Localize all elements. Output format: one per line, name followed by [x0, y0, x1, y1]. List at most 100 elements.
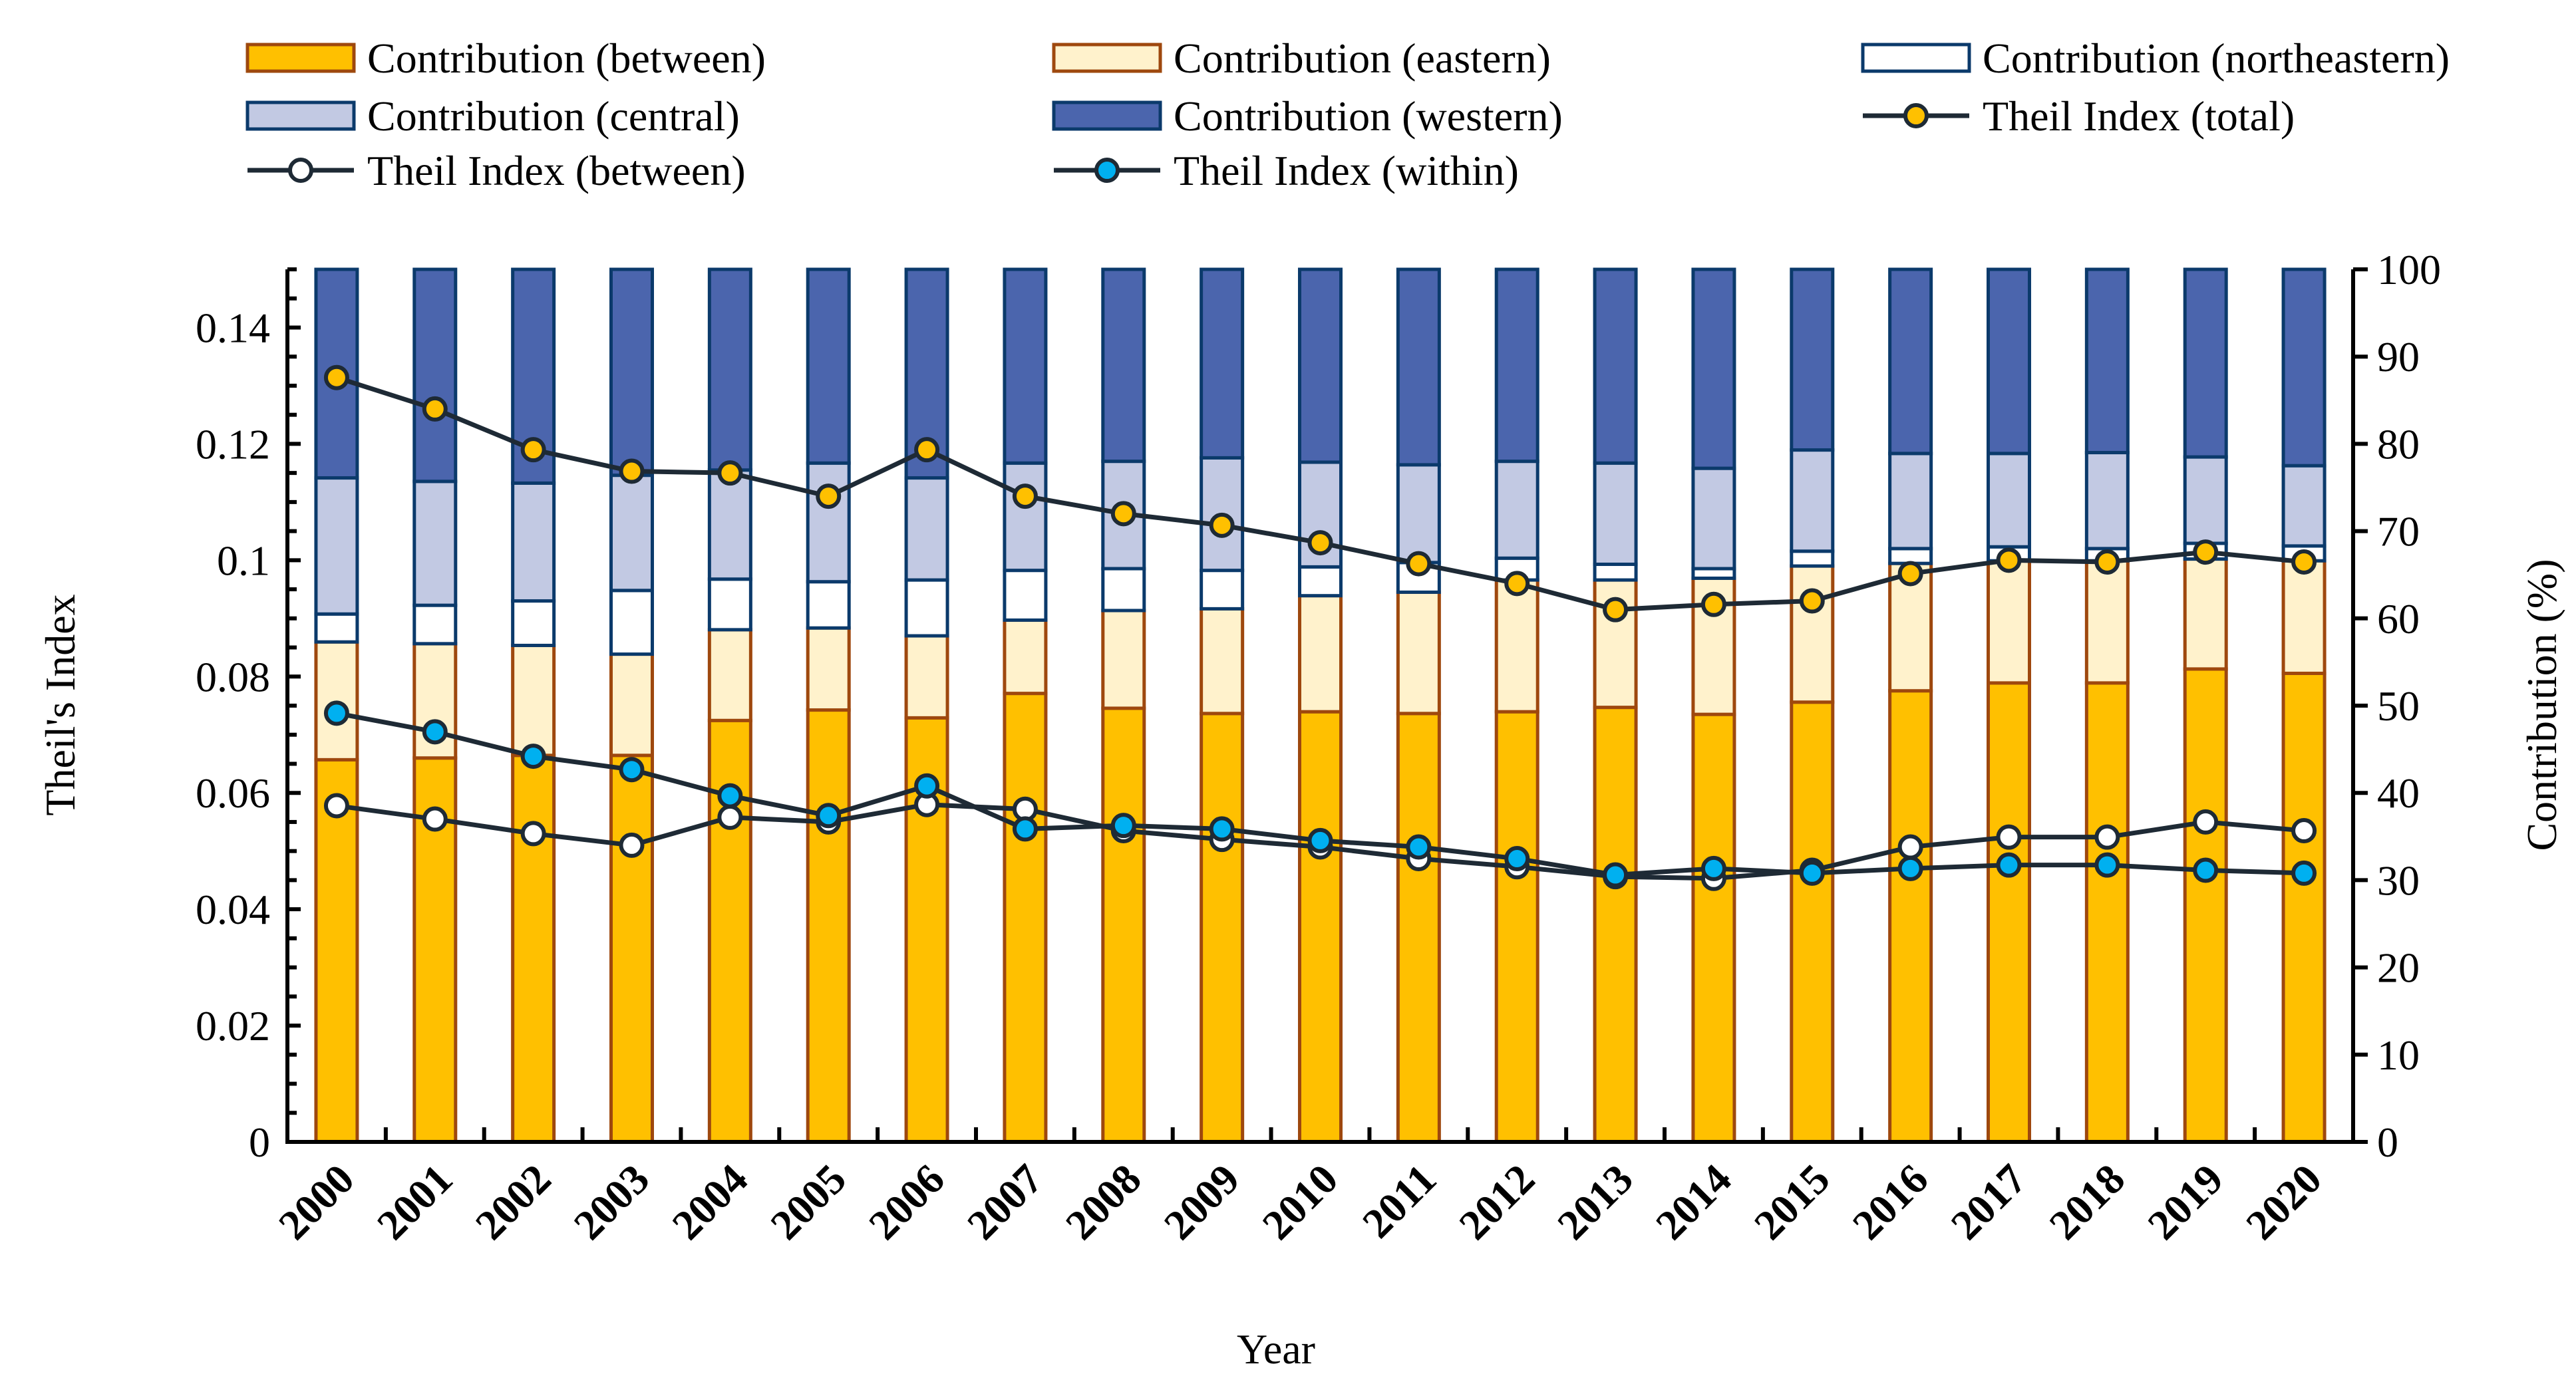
legend-marker [288, 158, 313, 183]
marker-point [1700, 591, 1726, 617]
bar-segment-contribution-western [1200, 267, 1245, 460]
marker-point [1110, 813, 1136, 839]
x-tick-label: 2000 [269, 1155, 363, 1249]
bar-segment-contribution-eastern [1987, 559, 2031, 685]
bar-segment-contribution-eastern [1396, 590, 1441, 716]
legend-marker [1903, 103, 1929, 128]
marker-point [1504, 846, 1530, 872]
bar-segment-contribution-eastern [806, 626, 851, 712]
legend-label: Theil Index (total) [1983, 92, 2295, 140]
legend-item: Contribution (eastern) [1052, 35, 1551, 82]
bar-segment-contribution-central [2084, 451, 2130, 551]
marker-point [914, 437, 940, 463]
x-tick-label: 2018 [2040, 1155, 2134, 1249]
bar-segment-contribution-central [707, 468, 752, 581]
bar-segment-contribution-central [511, 481, 556, 603]
marker-point [1307, 530, 1333, 556]
bar-segment-contribution-northeastern [904, 578, 949, 638]
bar-segment-contribution-between [314, 758, 359, 1144]
x-tick-label: 2016 [1844, 1155, 1937, 1249]
bar-segment-contribution-eastern [707, 628, 752, 722]
marker-point [1504, 571, 1530, 597]
legend-swatch [1861, 43, 1971, 73]
bar-segment-contribution-northeastern [511, 599, 556, 647]
x-tick-label: 2006 [860, 1155, 953, 1249]
legend-marker [1094, 158, 1120, 183]
marker-point [619, 832, 645, 858]
legend-label: Contribution (between) [367, 35, 766, 82]
stacked-bars [314, 267, 2327, 1144]
bar-segment-contribution-eastern [1200, 607, 1245, 716]
marker-point [2291, 549, 2317, 575]
marker-point [2094, 549, 2120, 575]
bar-segment-contribution-northeastern [806, 580, 851, 630]
legend-item: Contribution (western) [1052, 92, 1563, 140]
x-tick-label: 2002 [466, 1155, 560, 1249]
bar-segment-contribution-between [1200, 712, 1245, 1144]
marker-point [619, 458, 645, 484]
marker-point [816, 803, 842, 829]
marker-point [1307, 827, 1333, 853]
x-tick-label: 2013 [1548, 1155, 1642, 1249]
marker-point [2094, 852, 2120, 878]
marker-point [1897, 561, 1923, 587]
legend-item: Contribution (between) [245, 35, 766, 82]
legend-swatch [1052, 43, 1162, 73]
bar-segment-contribution-western [806, 267, 851, 465]
x-tick-label: 2014 [1647, 1155, 1740, 1249]
y2-tick-label: 30 [2377, 857, 2420, 904]
bar-segment-contribution-between [1298, 710, 1343, 1144]
y2-tick-label: 20 [2377, 944, 2420, 992]
bar-segment-contribution-eastern [2084, 559, 2130, 685]
marker-point [1406, 834, 1432, 860]
marker-point [520, 437, 546, 463]
legend-swatch [1052, 100, 1162, 131]
bar-segment-contribution-between [1101, 706, 1146, 1144]
marker-point [1897, 855, 1923, 881]
x-tick-label: 2020 [2237, 1155, 2331, 1249]
marker-point [1996, 852, 2022, 878]
x-tick-label: 2010 [1253, 1155, 1347, 1249]
bar-segment-contribution-central [314, 476, 359, 616]
marker-point [1209, 816, 1235, 842]
x-tick-label: 2004 [663, 1155, 757, 1249]
legend-label: Contribution (western) [1174, 92, 1563, 140]
bar-segment-contribution-between [1790, 700, 1835, 1144]
bar-segment-contribution-eastern [1790, 564, 1835, 704]
y2-tick-label: 10 [2377, 1032, 2420, 1079]
marker-point [323, 700, 349, 726]
bar-segment-contribution-northeastern [609, 589, 654, 656]
bar-segment-contribution-northeastern [1101, 567, 1146, 613]
x-tick-label: 2015 [1745, 1155, 1839, 1249]
legend: Contribution (between) Contribution (east… [245, 35, 2450, 194]
bar-segment-contribution-central [1003, 461, 1048, 573]
bar-segment-contribution-central [1593, 461, 1638, 566]
bar-segment-contribution-eastern [904, 634, 949, 720]
bar-segment-contribution-eastern [511, 643, 556, 758]
bar-segment-contribution-between [1691, 712, 1736, 1144]
bar-segment-contribution-western [1298, 267, 1343, 464]
bar-segment-contribution-between [1494, 710, 1539, 1144]
bar-segment-contribution-western [1888, 267, 1933, 456]
legend-item: Contribution (northeastern) [1861, 35, 2450, 82]
marker-point [1110, 501, 1136, 527]
y-tick-label: 0.1 [217, 537, 270, 584]
y-tick-label: 0.04 [196, 886, 270, 933]
bar-segment-contribution-central [412, 480, 458, 607]
marker-point [323, 364, 349, 390]
y-tick-label: 0.14 [196, 304, 270, 351]
y-tick-label: 0.08 [196, 653, 270, 700]
x-tick-label: 2017 [1942, 1155, 2036, 1249]
bar-segment-contribution-western [412, 267, 458, 484]
marker-point [422, 806, 448, 832]
y-tick-label: 0 [249, 1119, 270, 1166]
bar-segment-contribution-between [1003, 692, 1048, 1144]
bar-segment-contribution-eastern [1003, 618, 1048, 696]
x-tick-label: 2012 [1450, 1155, 1543, 1249]
y2-tick-label: 80 [2377, 420, 2420, 468]
legend-swatch [245, 100, 356, 131]
bar-segment-contribution-central [1987, 452, 2031, 549]
bar-segment-contribution-between [1396, 712, 1441, 1144]
bar-segment-contribution-western [1987, 267, 2031, 456]
